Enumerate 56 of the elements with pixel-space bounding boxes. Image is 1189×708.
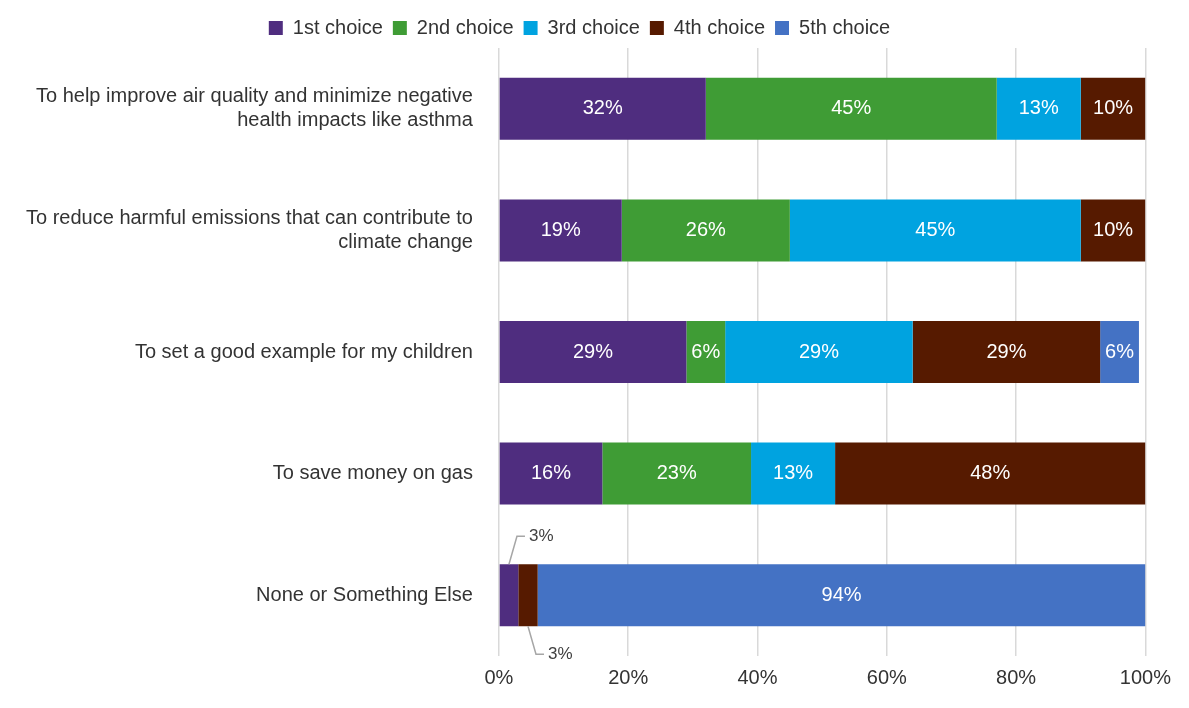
x-tick-label: 80% (996, 665, 1037, 688)
bar (789, 199, 1081, 262)
bar (518, 564, 538, 627)
bar (912, 320, 1101, 384)
bar (537, 564, 1146, 627)
data-label: 6% (1105, 339, 1135, 362)
y-tick-label: To help improve air quality and minimize negative health impacts like asthma (36, 84, 474, 131)
legend-label: 4th choice (673, 15, 766, 38)
data-label: 29% (798, 339, 840, 362)
data-label: 10% (1093, 217, 1134, 240)
legend-label: 1st choice (292, 15, 383, 38)
bar (499, 77, 706, 140)
bar (602, 442, 752, 505)
bar (751, 442, 836, 505)
bar (1080, 77, 1146, 140)
x-tick-label: 20% (608, 665, 649, 688)
y-tick-label: To reduce harmful emissions that can contribute to climate change (25, 205, 473, 252)
bar (621, 199, 790, 262)
bar (705, 77, 997, 140)
data-label: 19% (540, 217, 581, 240)
data-label: 3% (528, 525, 554, 545)
data-label: 16% (530, 461, 572, 484)
data-label: 6% (691, 339, 721, 362)
data-label: 32% (582, 96, 623, 119)
data-label: 13% (773, 461, 814, 484)
data-label: 94% (821, 582, 862, 605)
bar (1100, 320, 1139, 384)
data-label: 23% (656, 461, 697, 484)
y-tick-label: None or Something Else (256, 582, 473, 605)
data-label: 26% (685, 217, 727, 240)
legend-label: 2nd choice (416, 15, 514, 38)
data-label: 3% (547, 643, 573, 663)
data-label: 10% (1093, 96, 1134, 119)
legend-label: 3rd choice (547, 15, 640, 38)
bar (725, 320, 913, 384)
bar (1080, 199, 1146, 262)
bar (499, 564, 519, 627)
x-tick-label: 60% (866, 665, 908, 688)
x-tick-label: 100% (1119, 665, 1172, 688)
bar (996, 77, 1081, 140)
y-tick-label: To save money on gas (272, 461, 473, 484)
x-tick-label: 40% (737, 665, 778, 688)
x-tick-label: 0% (484, 665, 514, 688)
bar (499, 442, 603, 505)
data-label: 29% (986, 339, 1027, 362)
legend-label: 5th choice (799, 15, 891, 38)
bar (686, 320, 726, 384)
data-label: 48% (970, 461, 1011, 484)
data-label: 45% (915, 217, 956, 240)
data-label: 13% (1018, 96, 1059, 119)
bar (835, 442, 1146, 505)
bar (499, 199, 622, 262)
data-label: 29% (573, 339, 614, 362)
y-tick-label: To set a good example for my children (134, 339, 473, 362)
bar (499, 320, 687, 384)
data-label: 45% (831, 96, 872, 119)
